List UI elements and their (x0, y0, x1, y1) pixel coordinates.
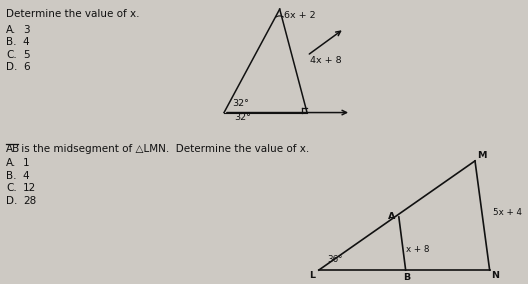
Text: Determine the value of x.: Determine the value of x. (6, 9, 140, 19)
Text: N: N (492, 271, 499, 280)
Text: 12: 12 (23, 183, 36, 193)
Text: B: B (403, 273, 410, 282)
Text: 1: 1 (23, 158, 30, 168)
Text: 5: 5 (23, 50, 30, 60)
Text: A: A (388, 212, 395, 221)
Text: C.: C. (6, 50, 17, 60)
Text: A.: A. (6, 158, 17, 168)
Text: 5x + 4: 5x + 4 (493, 208, 522, 217)
Text: B.: B. (6, 37, 17, 47)
Text: x + 8: x + 8 (406, 245, 429, 254)
Text: 6x + 2: 6x + 2 (284, 11, 315, 20)
Text: 32°: 32° (234, 112, 251, 122)
Text: B.: B. (6, 171, 17, 181)
Text: 6: 6 (23, 62, 30, 72)
Text: M: M (477, 151, 486, 160)
Text: 28: 28 (23, 196, 36, 206)
Text: 4: 4 (23, 171, 30, 181)
Text: C.: C. (6, 183, 17, 193)
Text: 3: 3 (23, 25, 30, 35)
Text: L: L (309, 271, 315, 280)
Text: is the midsegment of △LMN.  Determine the value of x.: is the midsegment of △LMN. Determine the… (18, 145, 309, 154)
Text: 4x + 8: 4x + 8 (310, 56, 342, 64)
Text: AB: AB (6, 145, 21, 154)
Text: D.: D. (6, 62, 17, 72)
Text: 36°: 36° (327, 255, 343, 264)
Text: D.: D. (6, 196, 17, 206)
Text: 4: 4 (23, 37, 30, 47)
Text: A.: A. (6, 25, 17, 35)
Text: 32°: 32° (232, 99, 249, 108)
